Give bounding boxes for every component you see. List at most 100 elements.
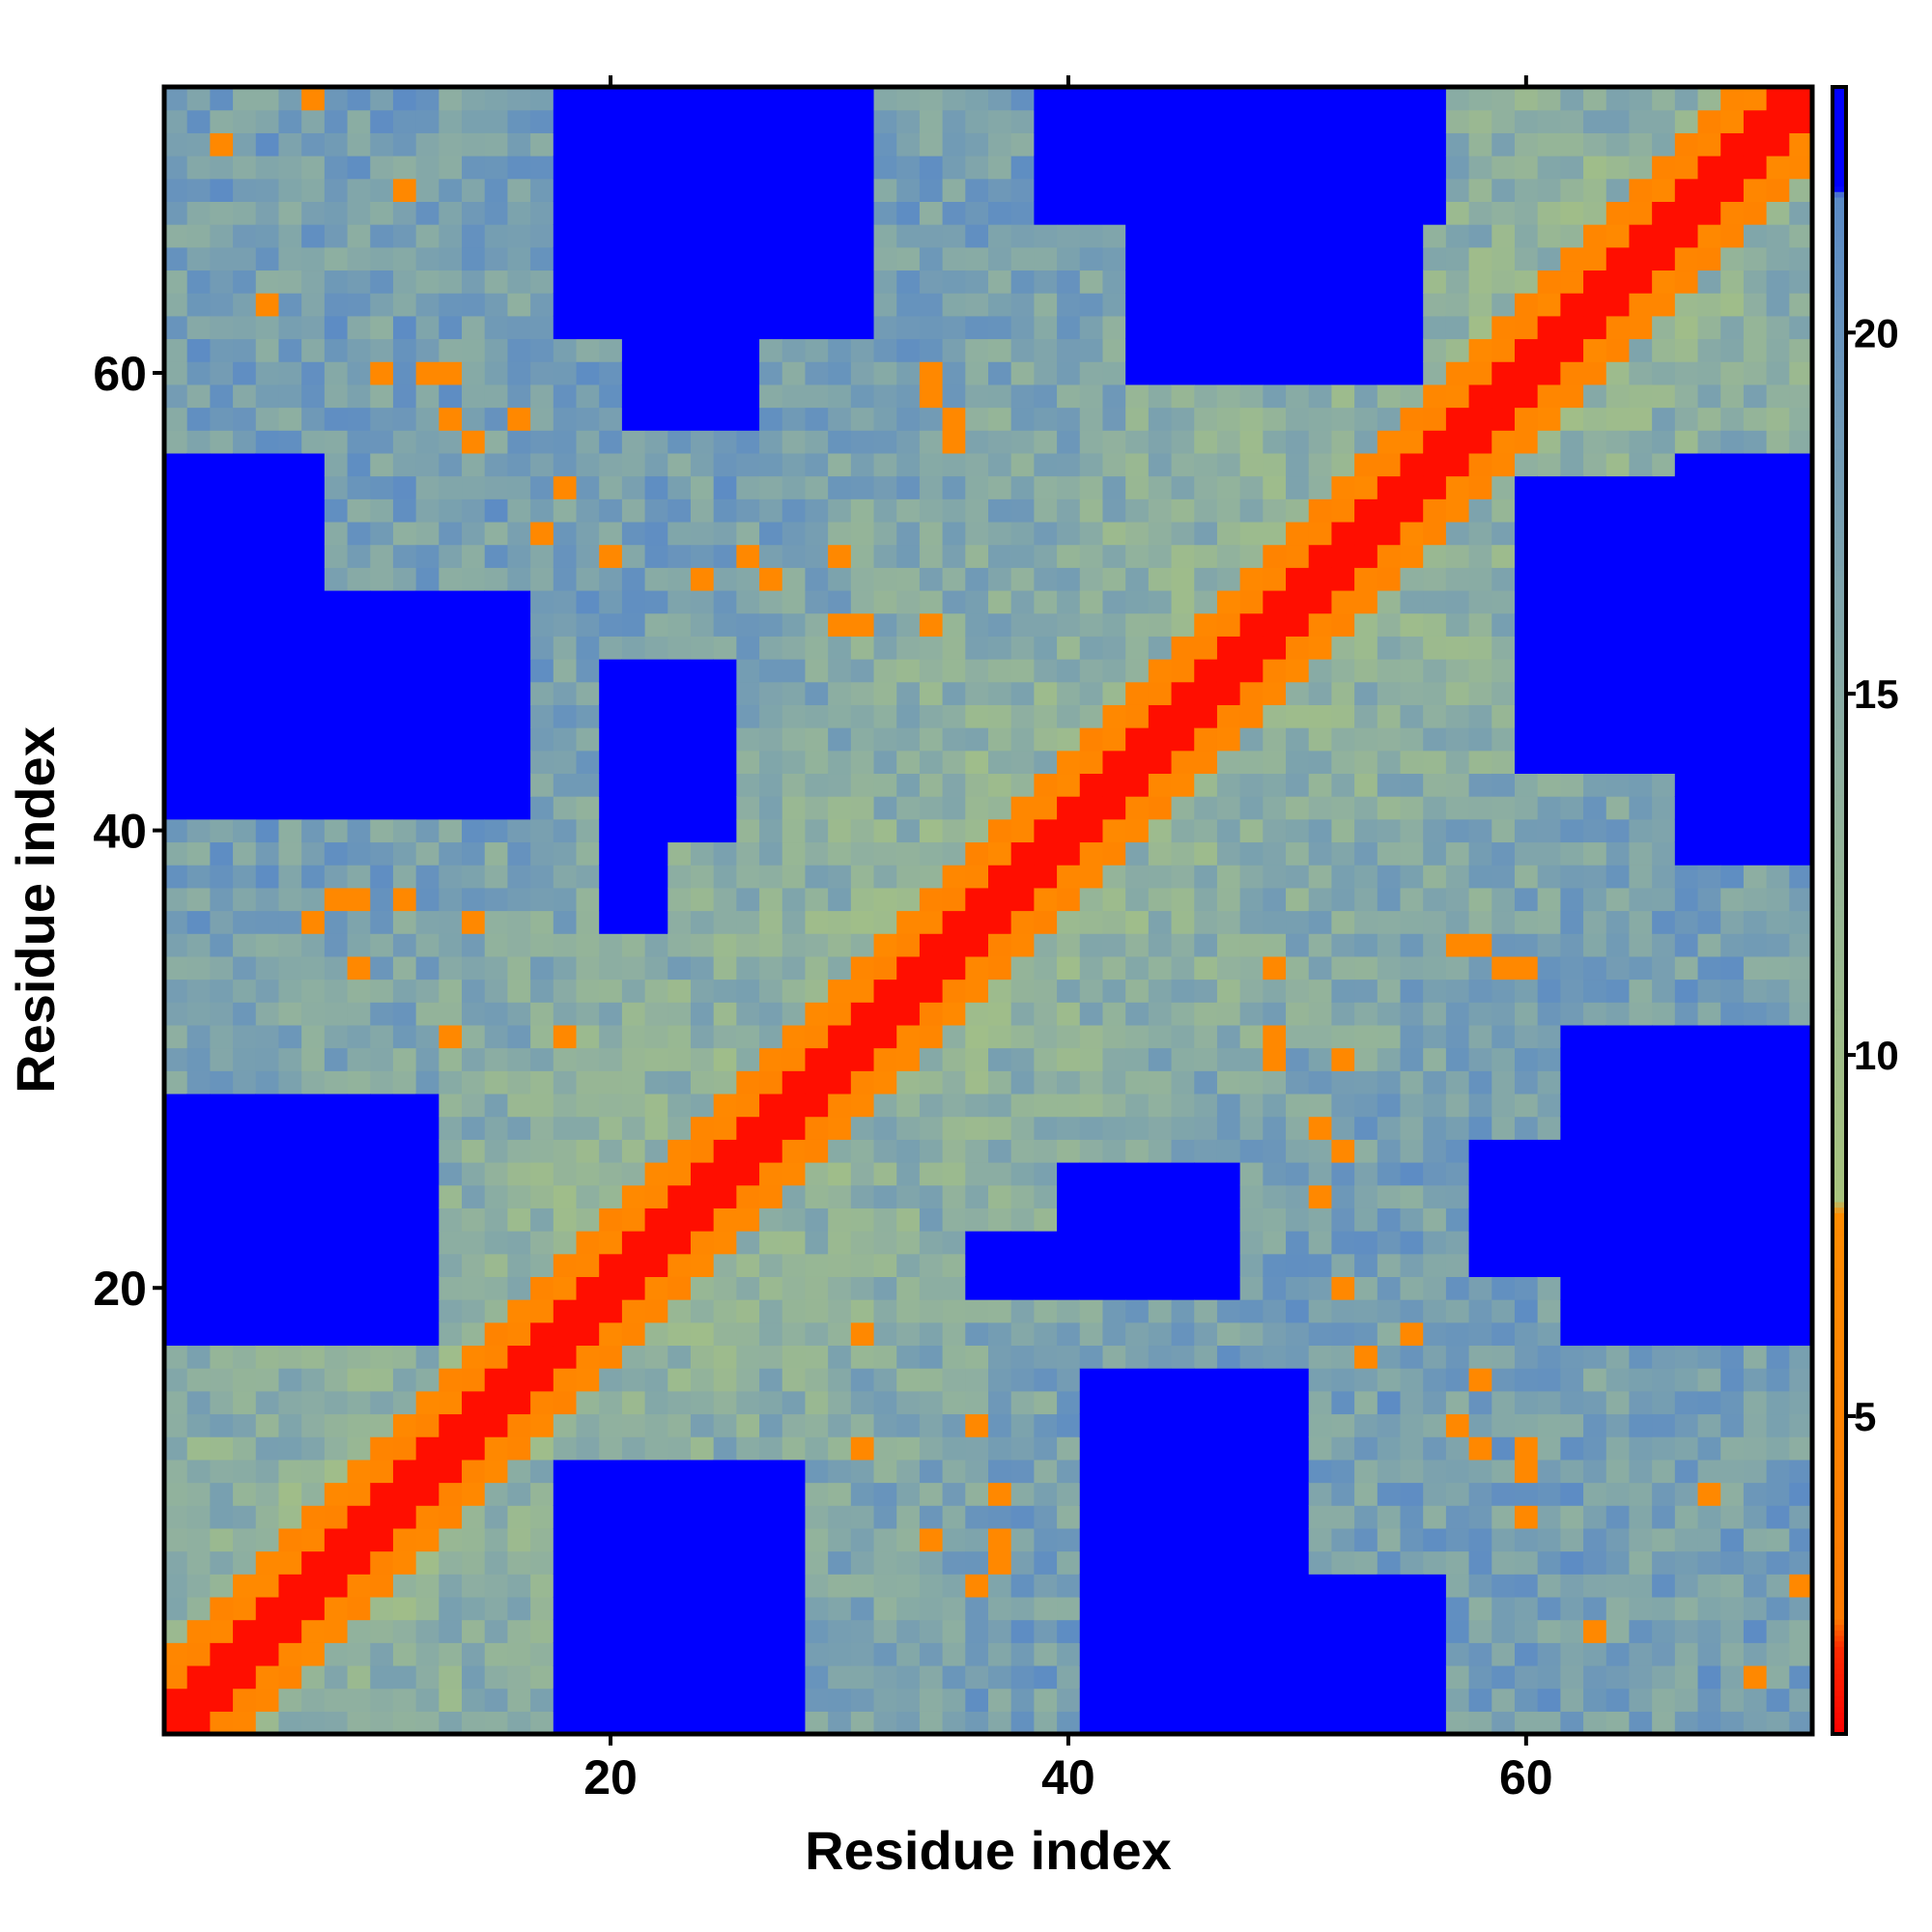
heatmap-cell bbox=[1629, 315, 1653, 340]
heatmap-cell bbox=[1216, 293, 1241, 317]
heatmap-cell bbox=[668, 544, 692, 568]
heatmap-cell bbox=[462, 361, 486, 385]
heatmap-cell bbox=[1286, 979, 1310, 1003]
heatmap-cell bbox=[736, 887, 760, 912]
heatmap-cell bbox=[1492, 818, 1516, 843]
heatmap-cell bbox=[484, 315, 509, 340]
heatmap-cell bbox=[621, 1024, 646, 1049]
heatmap-cell bbox=[1377, 1688, 1402, 1712]
heatmap-cell bbox=[1194, 475, 1218, 499]
heatmap-cell bbox=[1148, 1574, 1173, 1598]
heatmap-cell bbox=[1697, 452, 1721, 477]
heatmap-cell bbox=[324, 979, 349, 1003]
heatmap-cell bbox=[1445, 1505, 1470, 1529]
heatmap-cell bbox=[668, 1345, 692, 1369]
heatmap-cell bbox=[896, 1688, 921, 1712]
heatmap-cell bbox=[392, 1093, 417, 1118]
heatmap-cell bbox=[781, 293, 807, 317]
heatmap-cell bbox=[599, 1505, 623, 1529]
heatmap-cell bbox=[621, 865, 646, 889]
heatmap-cell bbox=[462, 1139, 486, 1163]
heatmap-cell bbox=[668, 1390, 692, 1415]
heatmap-cell bbox=[873, 1276, 897, 1300]
heatmap-cell bbox=[873, 384, 897, 409]
heatmap-cell bbox=[644, 773, 668, 797]
heatmap-cell bbox=[1148, 841, 1173, 866]
heatmap-cell bbox=[805, 933, 829, 957]
heatmap-cell bbox=[1102, 727, 1126, 752]
heatmap-cell bbox=[1125, 1368, 1150, 1392]
heatmap-cell bbox=[392, 636, 417, 660]
heatmap-cell bbox=[1286, 704, 1310, 728]
heatmap-cell bbox=[599, 1345, 623, 1369]
heatmap-cell bbox=[668, 1161, 692, 1186]
heatmap-cell bbox=[1171, 955, 1195, 980]
heatmap-cell bbox=[1445, 246, 1470, 271]
heatmap-cell bbox=[1697, 1184, 1721, 1208]
heatmap-cell bbox=[599, 1276, 623, 1300]
heatmap-cell bbox=[1537, 1024, 1561, 1049]
heatmap-cell bbox=[1377, 452, 1402, 477]
heatmap-cell bbox=[415, 1390, 440, 1415]
heatmap-cell bbox=[278, 1070, 302, 1094]
heatmap-cell bbox=[988, 589, 1012, 614]
heatmap-cell bbox=[736, 1711, 760, 1735]
heatmap-cell bbox=[805, 681, 829, 705]
heatmap-cell bbox=[599, 1208, 623, 1232]
heatmap-cell bbox=[1514, 933, 1539, 957]
heatmap-cell bbox=[1079, 1276, 1104, 1300]
heatmap-cell bbox=[1629, 498, 1653, 523]
heatmap-cell bbox=[1652, 1276, 1676, 1300]
heatmap-cell bbox=[324, 933, 349, 957]
heatmap-cell bbox=[1216, 589, 1241, 614]
heatmap-cell bbox=[1239, 361, 1264, 385]
heatmap-cell bbox=[278, 315, 302, 340]
heatmap-cell bbox=[1308, 338, 1333, 362]
heatmap-cell bbox=[1560, 612, 1584, 637]
heatmap-cell bbox=[919, 1505, 944, 1529]
heatmap-cell bbox=[759, 955, 783, 980]
heatmap-cell bbox=[1239, 452, 1264, 477]
heatmap-cell bbox=[988, 1596, 1012, 1621]
heatmap-cell bbox=[828, 910, 852, 934]
heatmap-cell bbox=[1239, 498, 1264, 523]
heatmap-cell bbox=[301, 1161, 326, 1186]
heatmap-cell bbox=[736, 933, 760, 957]
heatmap-cell bbox=[1537, 727, 1561, 752]
heatmap-cell bbox=[736, 979, 760, 1003]
heatmap-cell bbox=[1354, 315, 1378, 340]
heatmap-cell bbox=[415, 1482, 440, 1506]
heatmap-cell bbox=[1537, 109, 1561, 133]
heatmap-cell bbox=[324, 1413, 349, 1437]
heatmap-cell bbox=[828, 1574, 852, 1598]
heatmap-cell bbox=[1468, 1527, 1492, 1552]
heatmap-cell bbox=[1057, 1276, 1081, 1300]
heatmap-cell bbox=[347, 1299, 371, 1323]
heatmap-cell bbox=[1010, 1184, 1035, 1208]
heatmap-cell bbox=[462, 1070, 486, 1094]
heatmap-cell bbox=[828, 498, 852, 523]
heatmap-cell bbox=[850, 1047, 875, 1071]
heatmap-cell bbox=[828, 1093, 852, 1118]
heatmap-cell bbox=[828, 773, 852, 797]
heatmap-cell bbox=[1674, 910, 1699, 934]
heatmap-cell bbox=[1583, 1688, 1607, 1712]
heatmap-cell bbox=[439, 1184, 463, 1208]
heatmap-cell bbox=[644, 704, 668, 728]
heatmap-cell bbox=[1079, 589, 1104, 614]
heatmap-cell bbox=[1514, 1299, 1539, 1323]
heatmap-cell bbox=[210, 270, 234, 294]
heatmap-cell bbox=[1492, 1596, 1516, 1621]
heatmap-cell bbox=[1171, 544, 1195, 568]
heatmap-cell bbox=[1125, 1574, 1150, 1598]
heatmap-cell bbox=[1583, 544, 1607, 568]
heatmap-cell bbox=[1125, 704, 1150, 728]
heatmap-cell bbox=[1239, 589, 1264, 614]
heatmap-cell bbox=[599, 1024, 623, 1049]
heatmap-cell bbox=[896, 1390, 921, 1415]
heatmap-cell bbox=[1652, 589, 1676, 614]
heatmap-cell bbox=[668, 521, 692, 546]
heatmap-cell bbox=[164, 1161, 188, 1186]
heatmap-cell bbox=[462, 1093, 486, 1118]
heatmap-cell bbox=[278, 955, 302, 980]
